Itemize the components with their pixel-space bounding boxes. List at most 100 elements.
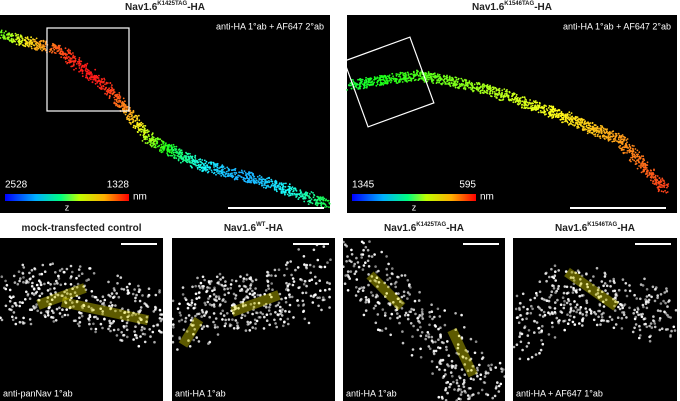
localization (646, 164, 649, 167)
localization (245, 278, 248, 281)
localization (547, 115, 550, 118)
localization (367, 299, 371, 303)
localization (401, 301, 404, 305)
localization (271, 182, 274, 185)
localization (57, 274, 60, 278)
localization (72, 63, 75, 65)
localization (426, 331, 430, 334)
localization (537, 111, 540, 114)
localization (50, 309, 54, 313)
localization (609, 285, 612, 288)
localization (55, 47, 57, 50)
localization (98, 74, 100, 77)
localization (572, 121, 574, 124)
localization (11, 305, 14, 308)
localization (565, 285, 569, 289)
localization (52, 311, 55, 315)
localization (51, 50, 54, 53)
localization (398, 81, 400, 84)
localization (151, 139, 154, 142)
localization (159, 313, 162, 316)
localization (460, 313, 463, 317)
localization (175, 152, 178, 154)
localization (74, 57, 77, 60)
localization (574, 124, 577, 126)
localization (633, 153, 636, 156)
localization (102, 85, 105, 88)
localization (637, 313, 640, 317)
localization (447, 82, 450, 85)
localization (544, 298, 547, 302)
localization (291, 277, 295, 280)
localization (371, 294, 375, 297)
localization (303, 200, 306, 203)
localization (361, 289, 365, 292)
localization (667, 185, 669, 188)
localization (541, 324, 544, 328)
localization (301, 193, 303, 196)
localization (495, 88, 498, 91)
localization (196, 168, 199, 170)
localization (248, 292, 252, 296)
localization (153, 340, 156, 344)
localization (498, 91, 500, 94)
localization (642, 157, 645, 160)
localization (53, 295, 57, 299)
localization (666, 305, 669, 308)
localization (86, 70, 89, 73)
localization (171, 154, 173, 157)
localization (665, 289, 669, 293)
localization (388, 79, 391, 82)
localization (324, 199, 327, 202)
localization (12, 274, 16, 278)
localization (597, 315, 600, 319)
localization (197, 296, 201, 299)
localization (567, 299, 571, 303)
localization (214, 317, 218, 320)
localization (175, 157, 178, 160)
localization (215, 165, 217, 168)
localization (638, 165, 640, 167)
localization (503, 375, 507, 378)
localization (552, 276, 556, 280)
localization (373, 81, 375, 84)
localization (4, 279, 7, 283)
localization (36, 309, 39, 313)
localization (635, 297, 638, 300)
localization (135, 293, 138, 297)
localization (434, 340, 437, 344)
localization (75, 299, 79, 303)
localization (127, 291, 130, 294)
localization (172, 146, 174, 149)
localization (288, 303, 292, 307)
localization (570, 123, 573, 125)
localization (285, 281, 288, 285)
localization (634, 323, 638, 326)
localization (523, 100, 526, 102)
localization (288, 183, 291, 186)
localization (471, 84, 473, 87)
localization (674, 309, 678, 312)
localization (253, 318, 257, 322)
localization (574, 115, 577, 118)
panel-title: Nav1.6K1546TAG-HA (555, 222, 635, 234)
localization (294, 194, 297, 196)
localization (18, 320, 22, 324)
localization (481, 89, 484, 92)
localization (642, 155, 645, 158)
localization (464, 87, 467, 89)
localization (158, 144, 161, 147)
localization (370, 275, 374, 278)
localization (592, 318, 596, 322)
localization (656, 296, 659, 300)
localization (568, 119, 571, 121)
localization (134, 296, 137, 300)
localization (27, 45, 30, 48)
localization (367, 254, 371, 258)
colorbar (5, 194, 129, 201)
localization (402, 77, 405, 80)
localization (79, 70, 82, 72)
localization (606, 292, 609, 295)
localization (552, 106, 555, 109)
localization (304, 291, 308, 295)
